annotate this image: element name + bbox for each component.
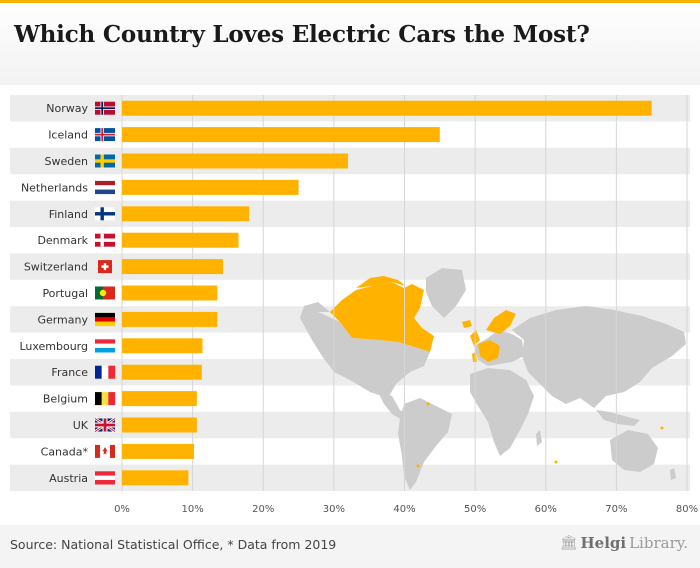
category-label: Luxembourg	[19, 340, 88, 353]
canada-flag-icon	[95, 444, 115, 458]
category-label: Austria	[49, 472, 88, 485]
map-western-europe	[478, 340, 500, 362]
portugal-flag-icon	[95, 286, 115, 300]
map-iceland	[462, 320, 472, 328]
x-tick-label: 40%	[393, 504, 415, 515]
x-tick-label: 60%	[535, 504, 557, 515]
category-label: Canada*	[41, 445, 89, 458]
x-tick-label: 80%	[676, 504, 698, 515]
map-scandinavia	[486, 310, 516, 334]
category-label: France	[51, 366, 88, 379]
x-tick-label: 50%	[464, 504, 486, 515]
switzerland-flag-icon	[98, 260, 112, 274]
austria-flag-icon	[95, 471, 115, 485]
map-dot-atlantic	[416, 464, 420, 468]
map-alaska	[300, 302, 330, 318]
helgi-library-logo[interactable]: 🏛 Helgi Library.	[560, 534, 688, 552]
footer: Source: National Statistical Office, * D…	[0, 525, 700, 568]
bar-luxembourg[interactable]	[122, 338, 203, 354]
map-central-america	[378, 392, 408, 420]
brand-light: Library.	[629, 534, 688, 552]
bar-austria[interactable]	[122, 470, 189, 486]
bar-germany[interactable]	[122, 311, 218, 327]
chart-title: Which Country Loves Electric Cars the Mo…	[14, 21, 590, 48]
bar-denmark[interactable]	[122, 232, 239, 248]
header: Which Country Loves Electric Cars the Mo…	[0, 3, 700, 85]
map-dot-guiana	[426, 402, 430, 406]
category-label: Iceland	[48, 129, 88, 142]
map-south-america	[398, 398, 452, 490]
brand-strong: Helgi	[580, 534, 627, 552]
top-accent-rule	[0, 0, 700, 3]
category-label: Denmark	[37, 234, 88, 247]
map-asia	[512, 306, 686, 408]
category-label: Switzerland	[24, 261, 88, 274]
bar-france[interactable]	[122, 364, 202, 380]
bar-switzerland[interactable]	[122, 259, 223, 275]
category-label: Finland	[49, 208, 88, 221]
bar-uk[interactable]	[122, 417, 197, 433]
map-madagascar	[536, 430, 542, 446]
x-tick-label: 70%	[605, 504, 627, 515]
map-greenland	[426, 268, 466, 318]
uk-flag-icon	[94, 417, 116, 433]
map-new-zealand	[670, 468, 676, 480]
netherlands-flag-icon	[95, 180, 115, 195]
category-label: Sweden	[45, 155, 88, 168]
map-africa	[470, 368, 534, 456]
belgium-flag-icon	[95, 392, 116, 406]
source-note: Source: National Statistical Office, * D…	[10, 537, 337, 552]
map-japan	[652, 348, 660, 366]
category-label: UK	[73, 419, 89, 432]
bar-sweden[interactable]	[122, 153, 348, 169]
map-usa	[300, 312, 430, 398]
bar-finland[interactable]	[122, 206, 250, 222]
library-columns-icon: 🏛	[559, 535, 578, 551]
bar-belgium[interactable]	[122, 391, 197, 407]
map-southeast-asia	[596, 410, 640, 426]
bar-netherlands[interactable]	[122, 179, 299, 195]
bar-canada[interactable]	[122, 443, 195, 459]
world-map	[300, 268, 686, 490]
map-canada	[330, 282, 434, 352]
bar-iceland[interactable]	[122, 127, 440, 143]
x-tick-label: 10%	[182, 504, 204, 515]
category-label: Netherlands	[21, 181, 88, 194]
category-label: Norway	[46, 102, 88, 115]
norway-flag-icon	[95, 101, 115, 115]
sweden-flag-icon	[95, 154, 115, 168]
iceland-flag-icon	[95, 128, 115, 142]
bar-portugal[interactable]	[122, 285, 218, 301]
map-australia	[610, 430, 658, 472]
bar-norway[interactable]	[122, 100, 652, 116]
map-dot-pacific	[660, 426, 664, 430]
finland-flag-icon	[95, 207, 115, 221]
category-label: Belgium	[43, 393, 88, 406]
category-label: Germany	[37, 313, 88, 326]
category-label: Portugal	[42, 287, 88, 300]
map-portugal	[472, 352, 477, 362]
germany-flag-icon	[95, 312, 115, 327]
x-tick-label: 0%	[114, 504, 130, 515]
france-flag-icon	[95, 365, 116, 379]
luxembourg-flag-icon	[95, 339, 115, 353]
denmark-flag-icon	[95, 233, 115, 247]
map-dot-reunion	[554, 460, 558, 464]
map-arctic-islands	[356, 276, 406, 288]
x-tick-label: 20%	[252, 504, 274, 515]
x-tick-label: 30%	[323, 504, 345, 515]
